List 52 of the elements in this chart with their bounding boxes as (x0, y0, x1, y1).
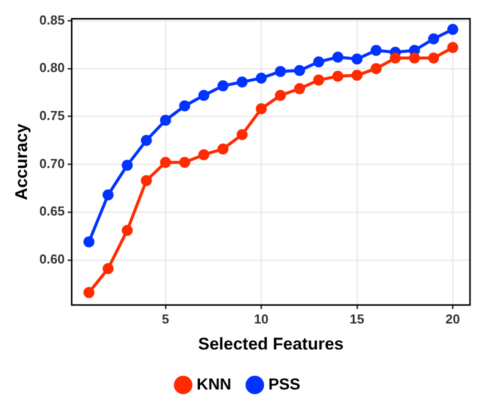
point (256, 72, 267, 84)
point (122, 224, 133, 236)
point (83, 236, 94, 248)
point (332, 70, 344, 82)
y-tick-label: 0.70 (39, 156, 65, 171)
point (217, 143, 228, 154)
point (122, 160, 133, 171)
point (179, 100, 190, 112)
y-tick-label: 0.85 (39, 12, 65, 28)
point (198, 149, 210, 160)
x-tick-label: 20 (446, 311, 460, 326)
y-tick-label: 0.80 (39, 60, 65, 76)
point (447, 42, 458, 54)
point (217, 80, 228, 92)
point (140, 134, 152, 146)
point (83, 287, 94, 298)
x-tick-label: 10 (254, 311, 269, 326)
legend-label: PSS (268, 376, 301, 394)
point (332, 52, 344, 63)
point (179, 156, 190, 168)
point (140, 175, 152, 186)
point (408, 52, 420, 64)
y-axis-title: Accuracy (12, 123, 31, 200)
y-tick-label: 0.65 (39, 204, 65, 219)
point (370, 63, 382, 74)
y-tick-label: 0.60 (39, 252, 65, 267)
point (352, 70, 363, 81)
point (198, 90, 210, 101)
legend-label: KNN (196, 376, 232, 394)
x-tick-label: 15 (350, 311, 364, 326)
point (160, 114, 172, 126)
point (160, 156, 172, 168)
point (313, 56, 324, 68)
point (274, 66, 286, 77)
point (313, 74, 324, 86)
point (390, 52, 401, 64)
point (428, 52, 440, 64)
point (236, 129, 248, 140)
point (447, 24, 458, 35)
point (274, 90, 286, 101)
point (102, 263, 114, 274)
point (294, 64, 306, 76)
x-axis-title: Selected Features (198, 334, 344, 354)
point (428, 33, 440, 44)
x-tick-label: 5 (162, 311, 170, 326)
point (236, 76, 248, 88)
point (370, 44, 382, 56)
point (256, 103, 267, 114)
y-tick-label: 0.75 (39, 108, 65, 124)
point (102, 189, 114, 200)
point (294, 83, 306, 94)
point (352, 54, 363, 64)
